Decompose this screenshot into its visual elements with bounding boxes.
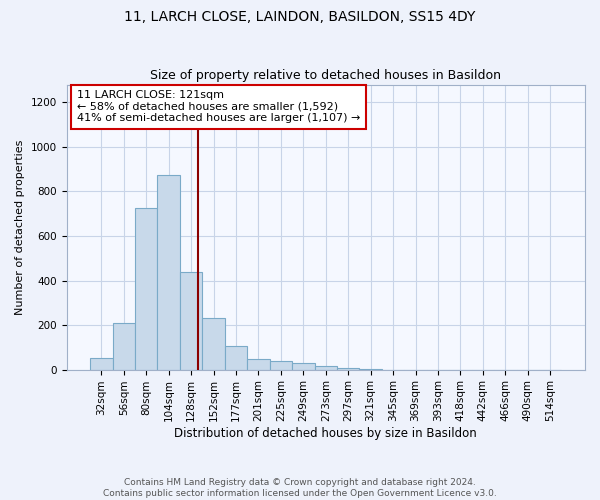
Bar: [225, 346, 247, 370]
Bar: [180, 272, 202, 370]
Text: 11, LARCH CLOSE, LAINDON, BASILDON, SS15 4DY: 11, LARCH CLOSE, LAINDON, BASILDON, SS15…: [124, 10, 476, 24]
X-axis label: Distribution of detached houses by size in Basildon: Distribution of detached houses by size …: [175, 427, 477, 440]
Bar: [113, 323, 135, 370]
Bar: [337, 368, 359, 370]
Text: Contains HM Land Registry data © Crown copyright and database right 2024.
Contai: Contains HM Land Registry data © Crown c…: [103, 478, 497, 498]
Bar: [202, 318, 225, 370]
Bar: [247, 359, 269, 370]
Bar: [314, 366, 337, 370]
Bar: [269, 360, 292, 370]
Bar: [157, 174, 180, 370]
Y-axis label: Number of detached properties: Number of detached properties: [15, 140, 25, 315]
Bar: [90, 358, 113, 370]
Bar: [135, 208, 157, 370]
Title: Size of property relative to detached houses in Basildon: Size of property relative to detached ho…: [150, 69, 501, 82]
Bar: [292, 364, 314, 370]
Text: 11 LARCH CLOSE: 121sqm
← 58% of detached houses are smaller (1,592)
41% of semi-: 11 LARCH CLOSE: 121sqm ← 58% of detached…: [77, 90, 360, 124]
